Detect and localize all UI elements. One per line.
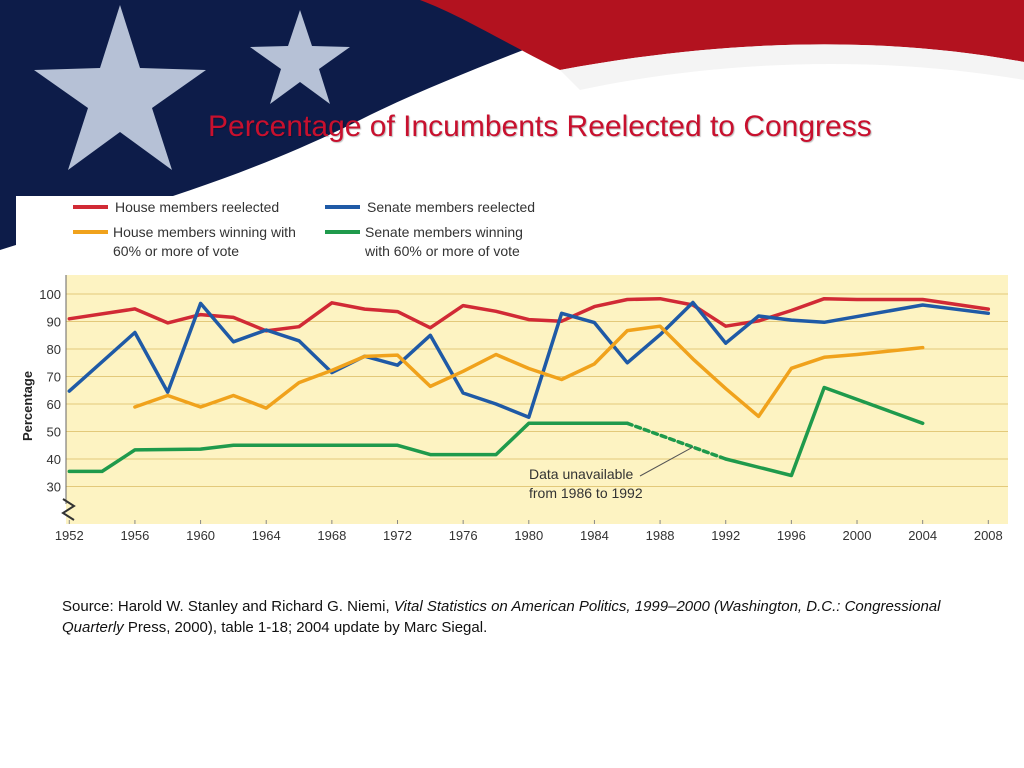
- annotation: Data unavailable from 1986 to 1992: [529, 446, 694, 501]
- axis-break-icon: [61, 498, 76, 521]
- y-axis-label: Percentage: [20, 371, 35, 441]
- x-tick-label: 1968: [317, 528, 346, 543]
- x-tick-labels: 1952 1956 1960 1964 1968 1972 1976 1980 1984 1988…: [55, 520, 1003, 543]
- legend-item-house-reelected: House members reelected: [73, 199, 279, 215]
- legend-label: House members winning with 60% or more o…: [113, 224, 296, 259]
- y-tick-label: 30: [47, 480, 61, 495]
- x-tick-label: 1992: [711, 528, 740, 543]
- y-tick-labels: 30 40 50 60 70 80 90 100: [39, 287, 61, 495]
- series-line: [67, 421, 630, 474]
- x-tick-label: 2004: [908, 528, 937, 543]
- legend-label: House members reelected: [115, 199, 279, 215]
- star-right: [250, 10, 350, 104]
- series-line: [67, 300, 991, 419]
- y-tick-label: 50: [47, 425, 61, 440]
- y-tick-label: 100: [39, 287, 61, 302]
- legend-item-house-60: House members winning with 60% or more o…: [73, 224, 296, 259]
- x-tick-label: 1980: [514, 528, 543, 543]
- navy-field: [0, 0, 640, 250]
- source-citation: Source: Harold W. Stanley and Richard G.…: [62, 596, 982, 638]
- series-line: [67, 296, 991, 333]
- legend-label: Senate members winning with 60% or more …: [365, 224, 523, 259]
- chart-panel: 30 40 50 60 70 80 90 100 1952 1956 1960 1964 1968 19…: [16, 196, 1012, 550]
- x-tick-label: 2008: [974, 528, 1003, 543]
- y-tick-label: 80: [47, 342, 61, 357]
- y-tick-label: 40: [47, 452, 61, 467]
- source-italic: Vital Statistics on American Politics, 1…: [62, 598, 941, 636]
- x-tick-label: 1988: [646, 528, 675, 543]
- series-line: [723, 385, 925, 478]
- x-tick-label: 1976: [449, 528, 478, 543]
- legend-label: Senate members reelected: [367, 199, 535, 215]
- x-tick-label: 1960: [186, 528, 215, 543]
- series-lines: [67, 296, 991, 478]
- series-line-gap: [625, 421, 728, 461]
- source-suffix: Press, 2000), table 1-18; 2004 update by…: [123, 619, 488, 636]
- source-prefix: Source: Harold W. Stanley and Richard G.…: [62, 598, 394, 615]
- annotation-line1: Data unavailable: [529, 466, 634, 482]
- x-tick-label: 1972: [383, 528, 412, 543]
- star-left: [34, 5, 206, 170]
- red-stripe: [420, 0, 1024, 70]
- y-tick-label: 60: [47, 397, 61, 412]
- annotation-leader: [639, 446, 694, 477]
- x-tick-label: 1984: [580, 528, 609, 543]
- x-tick-label: 1952: [55, 528, 84, 543]
- series-line: [133, 324, 925, 419]
- y-tick-label: 90: [47, 315, 61, 330]
- annotation-line2: from 1986 to 1992: [529, 485, 643, 501]
- legend-item-senate-reelected: Senate members reelected: [325, 199, 535, 215]
- slide-title: Percentage of Incumbents Reelected to Co…: [208, 110, 872, 143]
- white-band: [560, 44, 1024, 90]
- legend-item-senate-60: Senate members winning with 60% or more …: [325, 224, 523, 259]
- x-tick-label: 1956: [120, 528, 149, 543]
- x-tick-label: 1964: [252, 528, 281, 543]
- y-tick-label: 70: [47, 370, 61, 385]
- x-tick-label: 2000: [843, 528, 872, 543]
- legend: House members reelected Senate members r…: [73, 199, 535, 259]
- x-tick-label: 1996: [777, 528, 806, 543]
